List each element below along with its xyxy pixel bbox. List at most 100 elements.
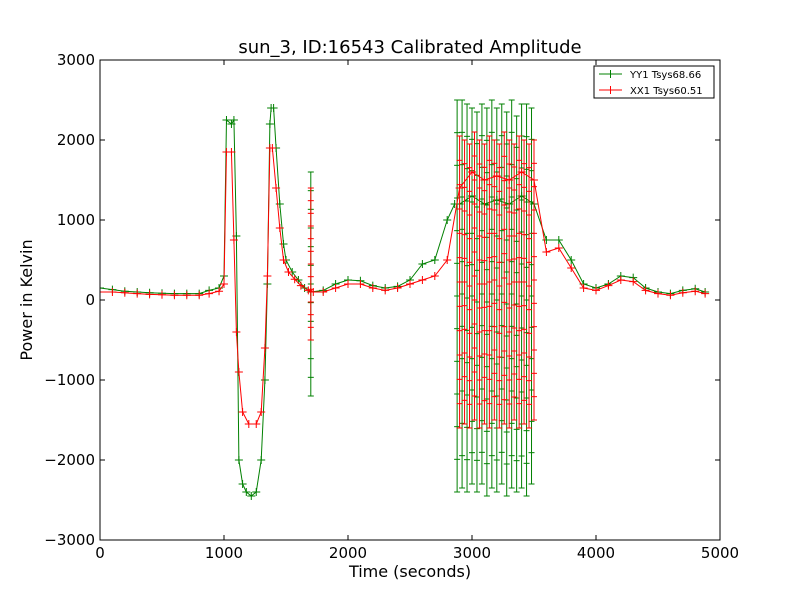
data-point [100, 288, 104, 296]
legend-box [593, 65, 715, 99]
data-point [195, 291, 204, 300]
data-point [542, 236, 551, 244]
data-point [604, 281, 613, 290]
legend-label-yy1: YY1 Tsys68.66 [629, 70, 701, 81]
data-point [666, 291, 675, 300]
data-point [629, 277, 638, 286]
data-point [309, 288, 318, 296]
data-point [530, 176, 538, 184]
y-tick-label: 1000 [57, 211, 95, 229]
data-point [279, 256, 288, 264]
data-point [242, 488, 251, 496]
data-point [430, 272, 439, 280]
y-tick-label: 2000 [57, 131, 95, 149]
data-point [238, 408, 247, 416]
y-tick-label: −1000 [44, 371, 95, 389]
data-point [275, 224, 284, 232]
data-point [480, 176, 489, 184]
y-axis-label: Power in Kelvin [17, 239, 36, 360]
data-point [182, 291, 191, 300]
data-point [654, 289, 662, 298]
data-point [234, 456, 243, 464]
chart-title: sun_3, ID:16543 Calibrated Amplitude [238, 37, 581, 58]
data-point [492, 172, 501, 180]
axis-ticks: 0 1000 2000 3000 4000 5000 −3000 −2000 −1000 0 100… [44, 51, 739, 562]
data-point [215, 287, 224, 296]
data-point [554, 244, 563, 252]
x-tick-label: 2000 [329, 544, 367, 562]
data-point [678, 288, 687, 297]
data-point [443, 256, 452, 264]
data-point [641, 286, 650, 295]
data-point [229, 236, 238, 244]
data-point [257, 408, 266, 416]
data-point [220, 280, 228, 288]
data-point [290, 275, 299, 284]
data-point [393, 284, 402, 292]
legend-entry-xx1: XX1 Tsys60.51 [599, 86, 703, 97]
data-point [272, 184, 281, 192]
data-point [279, 240, 288, 248]
data-point [406, 280, 414, 288]
data-point [100, 284, 104, 292]
data-point [257, 456, 266, 464]
data-point [368, 284, 377, 292]
x-tick-label: 5000 [701, 544, 739, 562]
data-point [430, 256, 439, 264]
y-tick-label: 3000 [57, 51, 95, 69]
data-point [505, 176, 514, 184]
data-point [296, 281, 305, 290]
data-point [331, 284, 340, 292]
data-point [592, 286, 600, 295]
data-point [108, 288, 117, 296]
data-point [269, 104, 278, 112]
data-point [229, 116, 238, 124]
data-point [579, 284, 588, 292]
x-axis-label: Time (seconds) [348, 562, 471, 581]
data-point [344, 280, 352, 288]
data-point [252, 420, 261, 428]
data-point [260, 344, 269, 352]
data-point [567, 256, 576, 264]
data-point [244, 420, 253, 428]
data-point [268, 144, 277, 152]
y-tick-label: −2000 [44, 451, 95, 469]
data-point [120, 288, 129, 297]
plot-series [100, 99, 710, 500]
data-point [691, 287, 700, 296]
data-point [304, 286, 313, 295]
data-point [133, 289, 142, 298]
data-point [232, 328, 241, 336]
data-point [260, 376, 269, 384]
y-tick-label: 0 [85, 291, 95, 309]
data-point [222, 116, 231, 124]
data-point [263, 272, 272, 280]
x-tick-label: 3000 [453, 544, 491, 562]
series-1 [100, 131, 710, 429]
data-point [265, 120, 274, 128]
data-point [205, 289, 214, 298]
data-point [616, 276, 625, 284]
data-point [443, 216, 452, 224]
data-point [319, 288, 328, 296]
data-point [227, 148, 236, 156]
legend-entry-yy1: YY1 Tsys68.66 [599, 70, 701, 81]
legend: YY1 Tsys68.66 XX1 Tsys60.51 [593, 65, 715, 99]
legend-label-xx1: XX1 Tsys60.51 [630, 86, 703, 97]
data-point [455, 184, 464, 192]
x-tick-label: 4000 [577, 544, 615, 562]
data-point [701, 289, 710, 298]
data-point [567, 264, 576, 272]
data-point [542, 248, 551, 256]
data-point [238, 480, 247, 488]
x-tick-label: 0 [95, 544, 105, 562]
data-point [418, 276, 427, 284]
data-point [468, 168, 476, 176]
data-point [517, 168, 526, 176]
data-point [170, 291, 179, 300]
data-point [234, 368, 243, 376]
data-point [158, 290, 166, 299]
data-point [356, 280, 365, 288]
